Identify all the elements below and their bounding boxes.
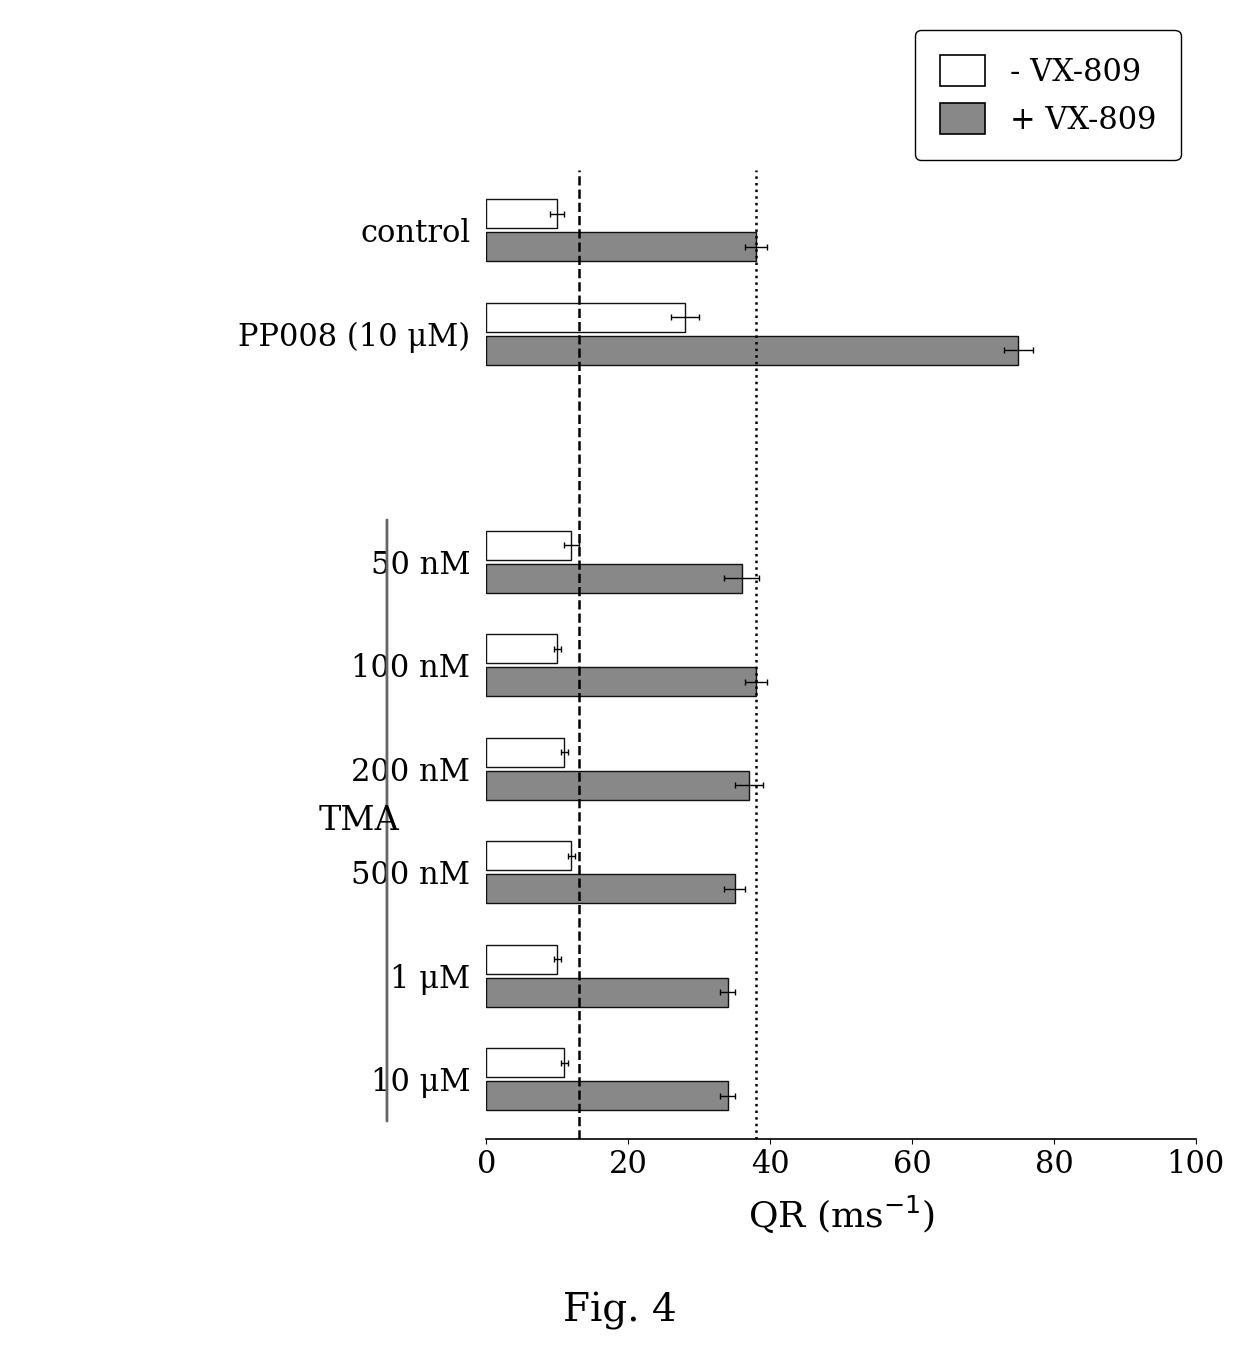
- Legend: - VX-809, + VX-809: - VX-809, + VX-809: [915, 30, 1180, 160]
- Bar: [486, 1081, 728, 1110]
- Bar: [486, 336, 1018, 364]
- Text: Fig. 4: Fig. 4: [563, 1292, 677, 1330]
- Bar: [486, 945, 557, 974]
- Bar: [486, 200, 557, 228]
- Bar: [486, 978, 728, 1006]
- Text: TMA: TMA: [319, 805, 399, 836]
- X-axis label: QR (ms$^{-1}$): QR (ms$^{-1}$): [748, 1194, 935, 1236]
- Bar: [486, 303, 684, 332]
- Bar: [486, 233, 756, 261]
- Bar: [486, 530, 572, 559]
- Bar: [486, 737, 564, 767]
- Bar: [486, 634, 557, 664]
- Bar: [486, 842, 572, 870]
- Bar: [486, 668, 756, 696]
- Bar: [486, 1049, 564, 1077]
- Bar: [486, 874, 734, 903]
- Bar: [486, 771, 749, 800]
- Bar: [486, 564, 742, 593]
